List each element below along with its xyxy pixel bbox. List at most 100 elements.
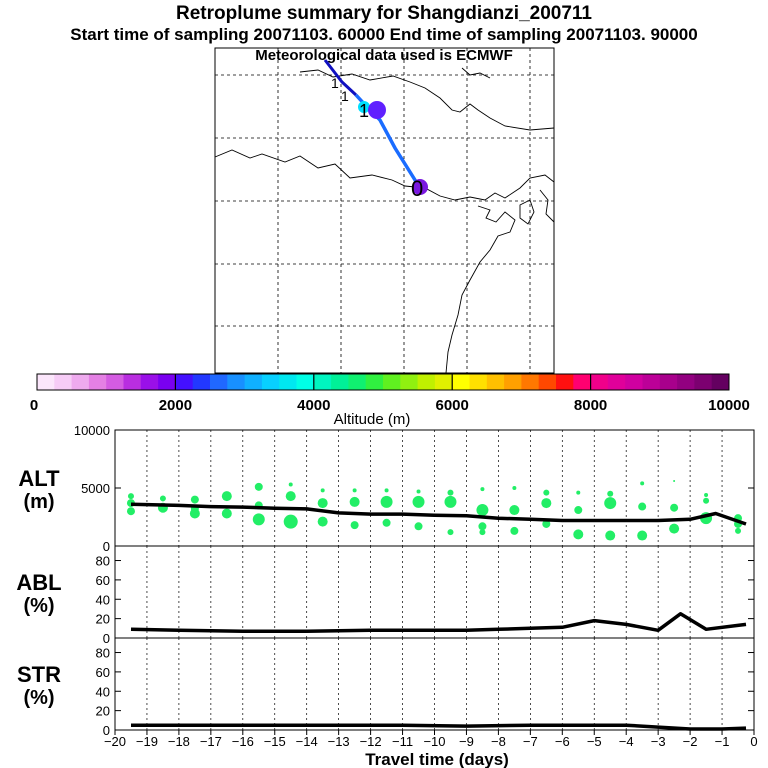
- plume-point: [317, 516, 328, 527]
- colorbar-tick-label: 4000: [297, 397, 330, 414]
- plume-point: [543, 489, 550, 496]
- day-label: 1: [331, 75, 339, 91]
- x-tick-label: −6: [555, 734, 570, 749]
- colorbar-bin: [210, 374, 228, 390]
- plume-point: [317, 498, 328, 509]
- y-tick-label: 5000: [81, 481, 110, 496]
- plume-point: [285, 491, 296, 502]
- plume-point: [670, 503, 679, 512]
- colorbar-tick-label: 2000: [159, 397, 192, 414]
- y-tick-label: 0: [103, 539, 110, 554]
- colorbar-bin: [400, 374, 418, 390]
- colorbar-bin: [434, 374, 453, 390]
- colorbar-title: Altitude (m): [334, 411, 411, 428]
- colorbar-bin: [694, 374, 713, 390]
- coastline: [214, 149, 555, 201]
- time-series-panels: 0500010000ALT(m)020406080ABL(%)020406080…: [16, 423, 757, 768]
- plume-point: [605, 530, 616, 541]
- coastline: [461, 67, 491, 79]
- map-frame: [214, 47, 555, 374]
- plume-point: [574, 506, 583, 515]
- colorbar-ticks: 0 2000 4000 6000 8000 10000: [30, 374, 750, 414]
- plume-point: [320, 488, 325, 493]
- colorbar-bin: [383, 374, 401, 390]
- plume-point: [252, 513, 265, 526]
- coastline: [539, 189, 555, 223]
- trajectory-marker: [412, 179, 428, 195]
- y-tick-label: 40: [96, 684, 110, 699]
- panel-unit: (%): [23, 595, 54, 617]
- panel-altitude: 0 5000 10000 ALT(m): [18, 423, 755, 554]
- x-tick-label: −14: [296, 734, 318, 749]
- colorbar-bin: [244, 374, 263, 390]
- panel-abl: 0 20 40 60 80 ABL(%): [16, 545, 755, 646]
- plume-point: [512, 486, 517, 490]
- plume-point: [573, 529, 584, 540]
- colorbar-tick-label: 10000: [708, 397, 750, 414]
- y-tick-label: 40: [96, 592, 110, 607]
- plume-point: [542, 519, 551, 528]
- colorbar-bin: [607, 374, 626, 390]
- plume-point: [190, 495, 199, 504]
- day-label: 0: [411, 176, 423, 201]
- y-tick-label: 20: [96, 704, 110, 719]
- trajectory-map: 1 1 1 0: [214, 47, 555, 374]
- colorbar-bin: [348, 374, 367, 390]
- colorbar-bin: [659, 374, 678, 390]
- plume-point: [607, 490, 614, 497]
- colorbar-bin: [625, 374, 643, 390]
- x-tick-label: −13: [328, 734, 350, 749]
- plume-point: [349, 496, 360, 507]
- plume-point: [510, 526, 519, 535]
- panel-stratosphere: 0 20 40 60 80 STR(%): [17, 637, 755, 738]
- x-tick-label: −11: [392, 734, 413, 749]
- plume-point: [576, 490, 581, 495]
- coastline: [519, 199, 535, 225]
- colorbar-bin: [469, 374, 488, 390]
- colorbar-bin: [175, 374, 194, 390]
- colorbar-bin: [261, 374, 280, 390]
- x-tick-label: −8: [491, 734, 506, 749]
- plume-point: [254, 482, 263, 491]
- x-tick-label: −20: [104, 734, 126, 749]
- plume-point: [384, 488, 389, 493]
- x-axis-label: Travel time (days): [365, 750, 509, 768]
- plume-point: [604, 497, 617, 510]
- plume-point: [673, 480, 676, 483]
- series-line: [130, 502, 747, 526]
- sampling-times: Start time of sampling 20071103. 60000 E…: [70, 25, 698, 44]
- trajectory-line: [323, 59, 358, 97]
- colorbar-bin: [37, 374, 55, 390]
- colorbar-tick-label: 6000: [436, 397, 469, 414]
- day-label: 1: [359, 101, 369, 121]
- plume-point: [288, 482, 293, 487]
- colorbar-bin: [192, 374, 211, 390]
- plume-point: [350, 521, 359, 530]
- y-tick-label: 20: [96, 612, 110, 627]
- plume-point: [352, 488, 357, 493]
- plume-point: [189, 508, 200, 519]
- colorbar-frame: [36, 373, 730, 391]
- day-label: 1: [341, 88, 349, 104]
- panel-unit: (%): [23, 687, 54, 709]
- colorbar-bin: [54, 374, 72, 390]
- plume-point: [476, 504, 489, 517]
- colorbar-bin: [711, 374, 730, 390]
- trajectory-marker: [358, 101, 370, 113]
- x-tick-label: −4: [619, 734, 634, 749]
- trajectory-marker: [368, 101, 386, 119]
- colorbar-bin: [556, 374, 574, 390]
- plume-point: [703, 497, 710, 504]
- colorbar-bin: [538, 374, 557, 390]
- colorbar-bin: [504, 374, 522, 390]
- x-tick-label: −15: [264, 734, 286, 749]
- x-tick-label: −1: [715, 734, 730, 749]
- colorbar-bin: [642, 374, 661, 390]
- plume-point: [382, 518, 391, 527]
- trajectory: 1 1 1 0: [323, 59, 428, 201]
- plume-point: [640, 481, 645, 486]
- plume-point: [669, 523, 680, 534]
- plume-point: [637, 530, 648, 541]
- x-tick-label: −7: [523, 734, 538, 749]
- plume-point: [444, 495, 457, 508]
